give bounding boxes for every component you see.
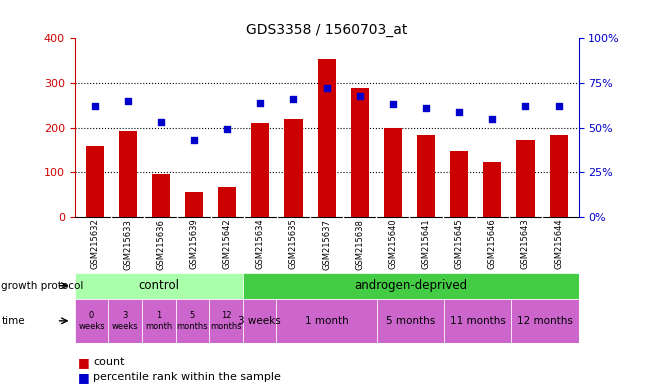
Bar [549, 135, 567, 217]
Text: GSM215638: GSM215638 [356, 218, 364, 270]
Text: androgen-deprived: androgen-deprived [354, 279, 467, 292]
Text: time: time [1, 316, 25, 326]
Bar [512, 299, 578, 343]
Text: 11 months: 11 months [450, 316, 506, 326]
Bar [209, 299, 242, 343]
Text: 3 weeks: 3 weeks [238, 316, 281, 326]
Bar [242, 299, 276, 343]
Text: GSM215635: GSM215635 [289, 218, 298, 270]
Text: GSM215645: GSM215645 [455, 218, 463, 269]
Bar [152, 174, 170, 217]
Text: GSM215636: GSM215636 [157, 218, 165, 270]
Point [289, 96, 299, 102]
Point [156, 119, 166, 126]
Bar [317, 60, 336, 217]
Text: growth protocol: growth protocol [1, 281, 84, 291]
Text: GSM215634: GSM215634 [256, 218, 265, 270]
Point [255, 99, 266, 106]
Bar [218, 187, 237, 217]
Text: GSM215646: GSM215646 [488, 218, 497, 270]
Text: count: count [93, 357, 124, 367]
Bar [252, 123, 270, 217]
Text: percentile rank within the sample: percentile rank within the sample [93, 372, 281, 382]
Text: GSM215640: GSM215640 [389, 218, 397, 269]
Text: 5
months: 5 months [177, 311, 208, 331]
Bar [444, 299, 512, 343]
Bar [350, 88, 369, 217]
Bar [75, 299, 109, 343]
Bar [176, 299, 209, 343]
Point [321, 85, 332, 91]
Text: GSM215632: GSM215632 [90, 218, 99, 270]
Text: 1 month: 1 month [305, 316, 348, 326]
Bar [242, 273, 578, 299]
Text: control: control [138, 279, 179, 292]
Bar [384, 127, 402, 217]
Point [90, 103, 100, 109]
Text: GSM215639: GSM215639 [190, 218, 198, 270]
Bar [75, 273, 242, 299]
Text: 1
month: 1 month [145, 311, 172, 331]
Bar [516, 140, 534, 217]
Text: 12
months: 12 months [210, 311, 242, 331]
Bar [109, 299, 142, 343]
Bar [276, 299, 377, 343]
Text: 5 months: 5 months [386, 316, 436, 326]
Bar [119, 131, 137, 217]
Point [520, 103, 530, 109]
Point [487, 116, 497, 122]
Text: 3
weeks: 3 weeks [112, 311, 138, 331]
Text: GSM215644: GSM215644 [554, 218, 563, 269]
Point [553, 103, 564, 109]
Bar [142, 299, 176, 343]
Text: GSM215641: GSM215641 [422, 218, 430, 269]
Point [421, 105, 431, 111]
Bar [417, 135, 435, 217]
Bar [483, 162, 501, 217]
Bar [86, 146, 104, 217]
Text: 0
weeks: 0 weeks [78, 311, 105, 331]
Title: GDS3358 / 1560703_at: GDS3358 / 1560703_at [246, 23, 408, 37]
Text: 12 months: 12 months [517, 316, 573, 326]
Text: GSM215643: GSM215643 [521, 218, 530, 270]
Text: ■: ■ [78, 356, 90, 369]
Point [354, 93, 365, 99]
Bar [284, 119, 303, 217]
Point [387, 101, 398, 108]
Point [123, 98, 133, 104]
Text: GSM215642: GSM215642 [223, 218, 231, 269]
Point [222, 126, 233, 132]
Point [454, 109, 464, 115]
Text: ■: ■ [78, 371, 90, 384]
Point [189, 137, 200, 143]
Text: GSM215633: GSM215633 [124, 218, 133, 270]
Text: GSM215637: GSM215637 [322, 218, 331, 270]
Bar [185, 192, 203, 217]
Bar [450, 151, 468, 217]
Bar [377, 299, 444, 343]
